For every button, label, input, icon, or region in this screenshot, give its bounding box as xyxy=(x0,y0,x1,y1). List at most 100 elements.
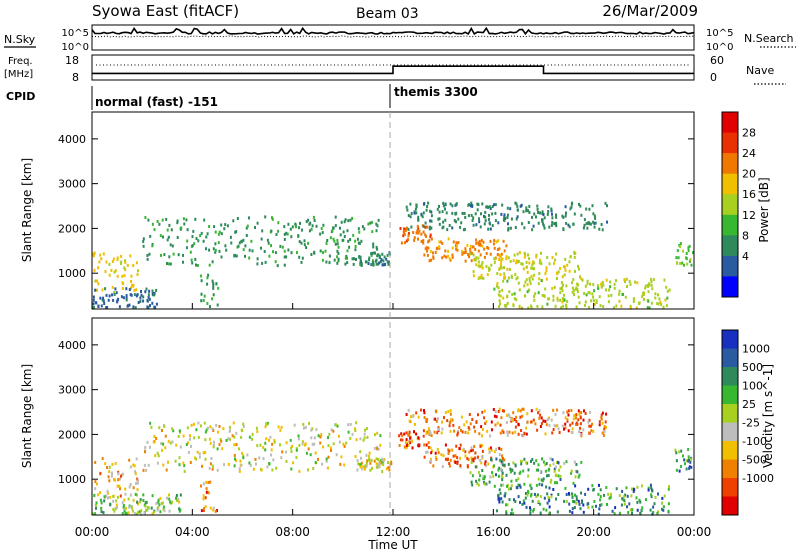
range-cell xyxy=(557,460,560,464)
range-cell xyxy=(128,505,131,509)
range-cell xyxy=(519,485,522,489)
range-cell xyxy=(566,263,569,267)
range-cell xyxy=(688,465,691,469)
range-cell xyxy=(518,306,521,310)
range-cell xyxy=(109,495,112,499)
range-cell xyxy=(481,410,484,414)
range-cell xyxy=(462,251,465,255)
range-cell xyxy=(480,276,483,280)
range-cell xyxy=(227,437,230,441)
power-range-cells xyxy=(92,201,694,310)
range-cell xyxy=(548,262,551,266)
range-cell xyxy=(185,443,188,446)
range-cell xyxy=(438,217,441,221)
range-cell xyxy=(568,269,571,273)
range-cell xyxy=(537,211,540,214)
range-cell xyxy=(636,485,639,489)
range-cell xyxy=(610,492,612,496)
range-cell xyxy=(144,446,147,449)
range-cell xyxy=(266,421,269,425)
range-cell xyxy=(522,407,525,411)
range-cell xyxy=(313,251,316,255)
range-cell xyxy=(509,467,512,471)
range-cell xyxy=(632,490,635,494)
range-cell xyxy=(368,258,370,262)
range-cell xyxy=(427,441,430,445)
range-cell xyxy=(474,465,477,469)
range-cell xyxy=(529,506,531,510)
range-cell xyxy=(417,215,420,219)
range-cell xyxy=(477,471,480,474)
range-cell xyxy=(589,282,592,286)
range-cell xyxy=(533,212,536,216)
range-cell xyxy=(186,239,189,243)
range-cell xyxy=(501,463,504,467)
range-cell xyxy=(280,425,283,429)
range-cell xyxy=(325,457,328,461)
range-cell xyxy=(461,430,464,434)
range-cell xyxy=(635,306,638,310)
range-cell xyxy=(547,474,550,477)
range-cell xyxy=(478,478,481,482)
range-cell xyxy=(662,508,665,512)
range-cell xyxy=(568,509,571,513)
range-cell xyxy=(512,512,515,516)
range-cell xyxy=(607,492,610,496)
range-cell xyxy=(346,261,349,265)
range-cell xyxy=(271,217,274,221)
range-cell xyxy=(561,297,564,301)
range-cell xyxy=(516,276,519,280)
range-cell xyxy=(295,225,297,229)
range-cell xyxy=(538,416,541,420)
range-cell xyxy=(519,470,522,474)
range-cell xyxy=(464,454,467,458)
range-cell xyxy=(401,434,404,438)
range-cell xyxy=(441,420,443,424)
range-cell xyxy=(382,463,385,466)
range-cell xyxy=(582,510,585,514)
range-cell xyxy=(599,488,602,492)
range-cell xyxy=(555,465,557,469)
range-cell xyxy=(404,228,407,232)
range-cell xyxy=(557,474,560,478)
range-cell xyxy=(490,458,492,462)
range-cell xyxy=(155,502,158,505)
range-cell xyxy=(125,506,127,510)
range-cell xyxy=(116,484,119,488)
range-cell xyxy=(584,284,587,288)
range-cell xyxy=(574,493,576,497)
range-cell xyxy=(186,228,189,232)
range-cell xyxy=(599,498,602,502)
range-cell xyxy=(548,486,551,490)
range-cell xyxy=(499,273,502,277)
colorbar-tick-label: 28 xyxy=(742,127,756,140)
range-cell xyxy=(122,504,125,507)
range-cell xyxy=(251,437,253,441)
x-tick-label: 04:00 xyxy=(175,525,210,539)
range-cell xyxy=(587,506,590,509)
range-cell xyxy=(526,412,529,416)
range-cell xyxy=(650,493,653,497)
range-cell xyxy=(579,426,582,430)
range-cell xyxy=(207,491,210,495)
range-cell xyxy=(667,509,670,513)
range-cell xyxy=(398,434,401,438)
range-cell xyxy=(256,221,259,225)
range-cell xyxy=(111,293,113,297)
range-cell xyxy=(324,249,327,253)
range-cell xyxy=(550,495,553,499)
range-cell xyxy=(510,484,513,488)
range-cell xyxy=(575,305,578,309)
range-cell xyxy=(116,299,119,303)
range-cell xyxy=(468,413,471,416)
range-cell xyxy=(517,477,520,481)
range-cell xyxy=(321,258,324,262)
range-cell xyxy=(554,258,557,262)
range-cell xyxy=(541,479,544,483)
range-cell xyxy=(108,294,111,298)
range-cell xyxy=(111,474,113,478)
range-cell xyxy=(182,260,184,264)
range-cell xyxy=(136,500,139,504)
range-cell xyxy=(582,418,585,422)
